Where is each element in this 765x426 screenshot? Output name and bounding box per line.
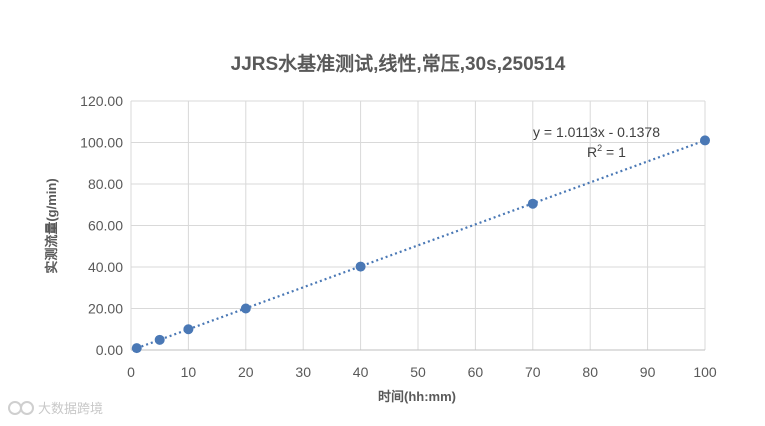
x-tick-label: 0: [127, 364, 135, 380]
r-squared-superscript: 2: [597, 143, 602, 153]
y-tick-label: 120.00: [80, 93, 123, 109]
x-tick-labels: 0 10 20 30 40 50 60 70 80 90 100: [127, 364, 717, 380]
data-point: [527, 198, 538, 209]
r-squared-value: = 1: [602, 144, 626, 160]
y-tick-label: 60.00: [88, 218, 123, 234]
data-point: [154, 334, 165, 345]
x-tick-label: 60: [468, 364, 484, 380]
y-tick-label: 20.00: [88, 301, 123, 317]
trendline-layer: [136, 139, 706, 350]
y-tick-label: 100.00: [80, 135, 123, 151]
data-point: [183, 324, 194, 335]
y-tick-label: 0.00: [96, 342, 123, 358]
watermark: 大数据跨境: [8, 401, 103, 416]
data-point: [131, 343, 142, 354]
x-tick-label: 50: [410, 364, 426, 380]
data-point: [700, 135, 710, 146]
y-tick-label: 80.00: [88, 176, 123, 192]
y-tick-label: 40.00: [88, 259, 123, 275]
watermark-text: 大数据跨境: [38, 401, 103, 416]
chart-title: JJRS水基准测试,线性,常压,30s,250514: [231, 52, 566, 75]
trendline-equation: y = 1.0113x - 0.1378: [533, 124, 660, 140]
data-point: [355, 261, 366, 272]
x-tick-label: 10: [181, 364, 197, 380]
y-axis-label: 实测流量(g/min): [44, 178, 59, 273]
x-tick-label: 70: [525, 364, 541, 380]
trendline: [136, 139, 706, 350]
y-tick-labels: 0.00 20.00 40.00 60.00 80.00 100.00 120.00: [80, 93, 123, 358]
x-tick-label: 20: [238, 364, 254, 380]
watermark-logo-icon: [8, 401, 34, 415]
data-point: [240, 303, 251, 314]
x-tick-label: 80: [582, 364, 598, 380]
x-tick-label: 90: [640, 364, 656, 380]
r-squared-label: R2 = 1: [587, 143, 626, 160]
x-axis-label: 时间(hh:mm): [378, 389, 456, 404]
x-tick-label: 40: [353, 364, 369, 380]
x-tick-label: 100: [693, 364, 717, 380]
r-squared-r: R: [587, 144, 597, 160]
x-tick-label: 30: [295, 364, 311, 380]
data-points: [131, 135, 710, 354]
